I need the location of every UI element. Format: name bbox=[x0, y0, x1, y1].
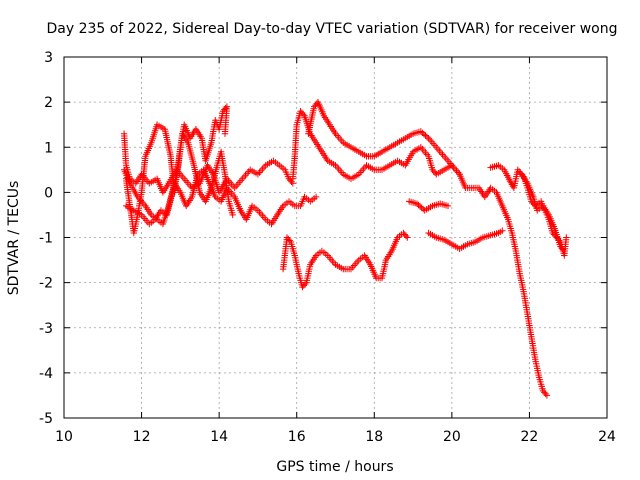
data-point bbox=[416, 203, 424, 210]
data-point bbox=[286, 237, 293, 244]
x-tick-label: 16 bbox=[288, 429, 306, 445]
data-point bbox=[312, 193, 320, 201]
data-point bbox=[418, 204, 425, 211]
series-trace-e bbox=[279, 229, 411, 291]
data-point bbox=[422, 132, 429, 139]
data-point bbox=[563, 234, 570, 241]
data-point bbox=[415, 201, 422, 209]
x-tick-label: 18 bbox=[365, 429, 383, 445]
chart-title: Day 235 of 2022, Sidereal Day-to-day VTE… bbox=[47, 21, 618, 37]
y-tick-label: 1 bbox=[44, 140, 53, 156]
data-point bbox=[542, 390, 549, 398]
x-tick-label: 22 bbox=[521, 429, 539, 445]
x-tick-label: 12 bbox=[133, 429, 151, 445]
data-point bbox=[559, 246, 567, 253]
series-trace-g bbox=[305, 98, 463, 178]
series-trace-d bbox=[120, 166, 320, 228]
data-point bbox=[288, 178, 295, 185]
series-trace-i bbox=[425, 227, 506, 252]
data-point bbox=[499, 227, 506, 234]
y-axis-label: SDTVAR / TECUs bbox=[6, 181, 22, 296]
y-tick-label: -3 bbox=[39, 321, 53, 337]
grid-lines bbox=[64, 57, 607, 418]
x-tick-label: 14 bbox=[210, 429, 228, 445]
series-trace-h bbox=[406, 198, 452, 214]
y-tick-label: -4 bbox=[39, 366, 53, 382]
data-point bbox=[404, 234, 411, 241]
data-point bbox=[444, 202, 452, 210]
data-point bbox=[423, 133, 431, 141]
y-tick-label: -5 bbox=[39, 411, 53, 427]
x-tick-label: 24 bbox=[598, 429, 616, 445]
data-point bbox=[222, 104, 229, 112]
data-points bbox=[120, 98, 570, 399]
data-point bbox=[301, 280, 309, 288]
y-tick-label: -1 bbox=[39, 231, 53, 247]
y-tick-label: 3 bbox=[44, 50, 53, 66]
series-trace-k bbox=[518, 171, 568, 255]
y-tick-label: 0 bbox=[44, 185, 53, 201]
data-point bbox=[419, 129, 426, 136]
data-point bbox=[417, 128, 424, 135]
data-point bbox=[413, 200, 421, 207]
plot-frame bbox=[63, 56, 608, 419]
data-point bbox=[420, 131, 428, 138]
x-tick-label: 20 bbox=[443, 429, 461, 445]
data-point bbox=[221, 130, 229, 137]
y-tick-label: 2 bbox=[44, 95, 53, 111]
x-axis-label: GPS time / hours bbox=[276, 459, 393, 475]
x-tick-label: 10 bbox=[55, 429, 73, 445]
series-trace-f bbox=[289, 108, 551, 399]
data-point bbox=[543, 392, 551, 399]
data-point bbox=[456, 171, 463, 178]
data-point bbox=[561, 247, 568, 255]
y-tick-label: -2 bbox=[39, 276, 53, 292]
data-point bbox=[300, 111, 307, 118]
data-point bbox=[229, 211, 236, 219]
data-point bbox=[402, 232, 410, 240]
